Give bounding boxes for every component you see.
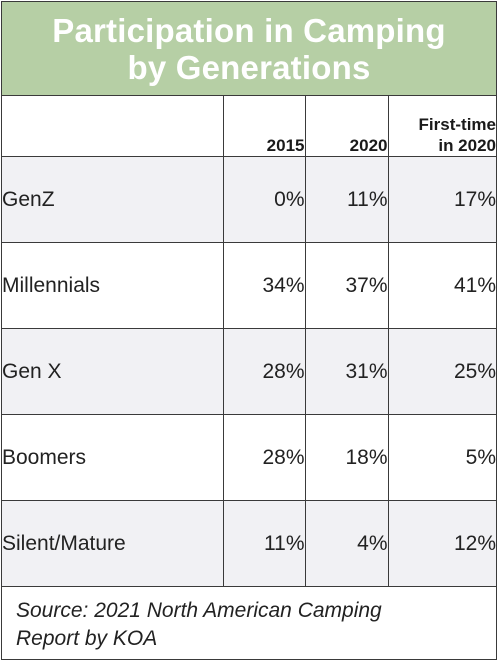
column-header-label: 2020 bbox=[349, 136, 388, 155]
cell-2015: 0% bbox=[222, 156, 306, 243]
cell-2020: 37% bbox=[304, 242, 389, 329]
column-header-2015: 2015 bbox=[222, 96, 306, 157]
source-note: Source: 2021 North American Camping Repo… bbox=[2, 586, 496, 659]
table-row-gen-x: Gen X 28% 31% 25% bbox=[2, 328, 496, 415]
cell-2015: 11% bbox=[222, 500, 306, 587]
header-corner-cell bbox=[2, 96, 224, 157]
cell-2015: 34% bbox=[222, 242, 306, 329]
cell-first-time-2020: 12% bbox=[387, 500, 496, 587]
cell-2020: 31% bbox=[304, 328, 389, 415]
row-label: Silent/Mature bbox=[2, 500, 224, 587]
cell-2020: 18% bbox=[304, 414, 389, 501]
row-label: Boomers bbox=[2, 414, 224, 501]
cell-2015: 28% bbox=[222, 414, 306, 501]
table-row-boomers: Boomers 28% 18% 5% bbox=[2, 414, 496, 501]
participation-table: 2015 2020 First-time in 2020 GenZ 0% 11%… bbox=[2, 96, 496, 587]
column-header-2020: 2020 bbox=[304, 96, 389, 157]
cell-2020: 11% bbox=[304, 156, 389, 243]
title-line-1: Participation in Camping bbox=[52, 11, 446, 49]
cell-first-time-2020: 17% bbox=[387, 156, 496, 243]
cell-2020: 4% bbox=[304, 500, 389, 587]
cell-first-time-2020: 25% bbox=[387, 328, 496, 415]
title-banner: Participation in Camping by Generations bbox=[2, 2, 496, 96]
row-label: Millennials bbox=[2, 242, 224, 329]
column-header-label-line-1: First-time bbox=[418, 115, 496, 134]
header-row: 2015 2020 First-time in 2020 bbox=[2, 96, 496, 157]
table-row-millennials: Millennials 34% 37% 41% bbox=[2, 242, 496, 329]
source-line-2: Report by KOA bbox=[16, 627, 158, 650]
title-line-2: by Generations bbox=[127, 48, 371, 86]
table-row-silent-mature: Silent/Mature 11% 4% 12% bbox=[2, 500, 496, 587]
cell-first-time-2020: 41% bbox=[387, 242, 496, 329]
column-header-label: 2015 bbox=[266, 136, 305, 155]
column-header-first-time-2020: First-time in 2020 bbox=[387, 96, 496, 157]
cell-first-time-2020: 5% bbox=[387, 414, 496, 501]
cell-2015: 28% bbox=[222, 328, 306, 415]
column-header-label-line-2: in 2020 bbox=[438, 136, 496, 155]
source-line-1: Source: 2021 North American Camping bbox=[16, 599, 382, 622]
row-label: Gen X bbox=[2, 328, 224, 415]
row-label: GenZ bbox=[2, 156, 224, 243]
chart-title: Participation in Camping by Generations bbox=[52, 12, 446, 86]
table-row-genz: GenZ 0% 11% 17% bbox=[2, 156, 496, 243]
